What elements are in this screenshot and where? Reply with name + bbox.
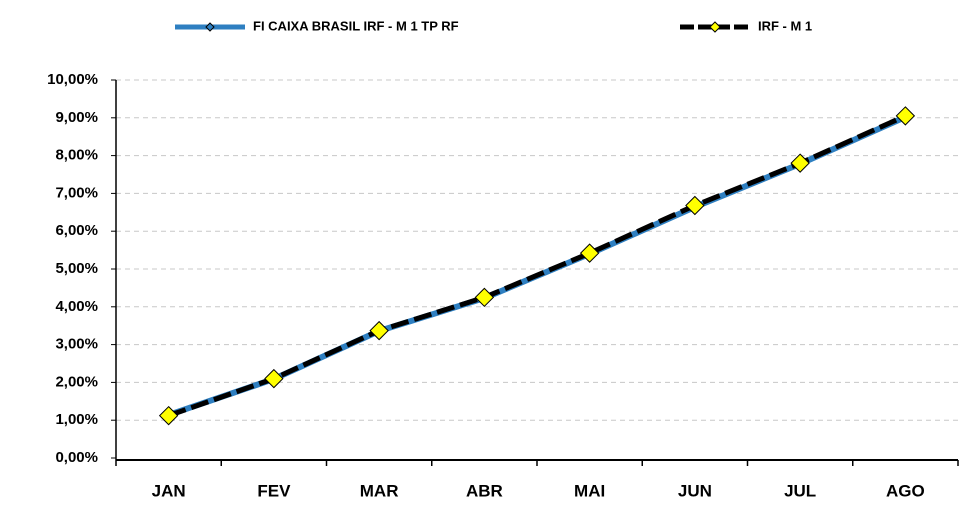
marker [369, 320, 389, 341]
marker [790, 153, 810, 173]
y-tick-label: 4,00% [55, 298, 98, 315]
legend-marker [205, 22, 215, 32]
x-tick-label: JAN [152, 481, 186, 500]
marker [895, 106, 916, 126]
y-tick-label: 9,00% [55, 109, 98, 126]
x-tick-label: MAR [360, 481, 399, 500]
marker [579, 243, 600, 263]
x-tick-label: JUL [784, 481, 816, 500]
x-tick-label: FEV [257, 481, 291, 500]
series-line [167, 113, 907, 419]
marker [474, 287, 495, 308]
y-tick-label: 7,00% [55, 184, 98, 201]
legend-label: IRF - M 1 [758, 18, 812, 33]
legend-marker [709, 21, 721, 33]
y-tick-label: 5,00% [55, 260, 98, 277]
x-tick-label: JUN [678, 481, 712, 500]
y-tick-label: 3,00% [55, 336, 98, 353]
x-tick-label: AGO [886, 481, 925, 500]
legend-label: FI CAIXA BRASIL IRF - M 1 TP RF [253, 18, 459, 33]
marker [685, 195, 705, 216]
y-tick-label: 2,00% [55, 373, 98, 390]
y-tick-label: 0,00% [55, 449, 98, 466]
y-tick-label: 8,00% [55, 147, 98, 164]
y-tick-label: 10,00% [47, 71, 98, 88]
marker [264, 368, 284, 389]
y-tick-label: 6,00% [55, 222, 98, 239]
y-tick-label: 1,00% [55, 411, 98, 428]
x-tick-label: MAI [574, 481, 605, 500]
marker [158, 405, 179, 426]
x-tick-label: ABR [466, 481, 503, 500]
